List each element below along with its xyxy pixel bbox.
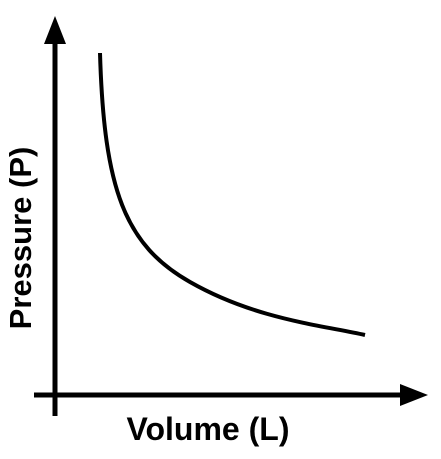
curve [98, 52, 366, 337]
x-axis-arrow [400, 384, 428, 406]
y-axis-label: Pressure (P) [3, 147, 38, 330]
y-axis-arrow [44, 16, 66, 44]
x-axis-label: Volume (L) [127, 411, 290, 447]
